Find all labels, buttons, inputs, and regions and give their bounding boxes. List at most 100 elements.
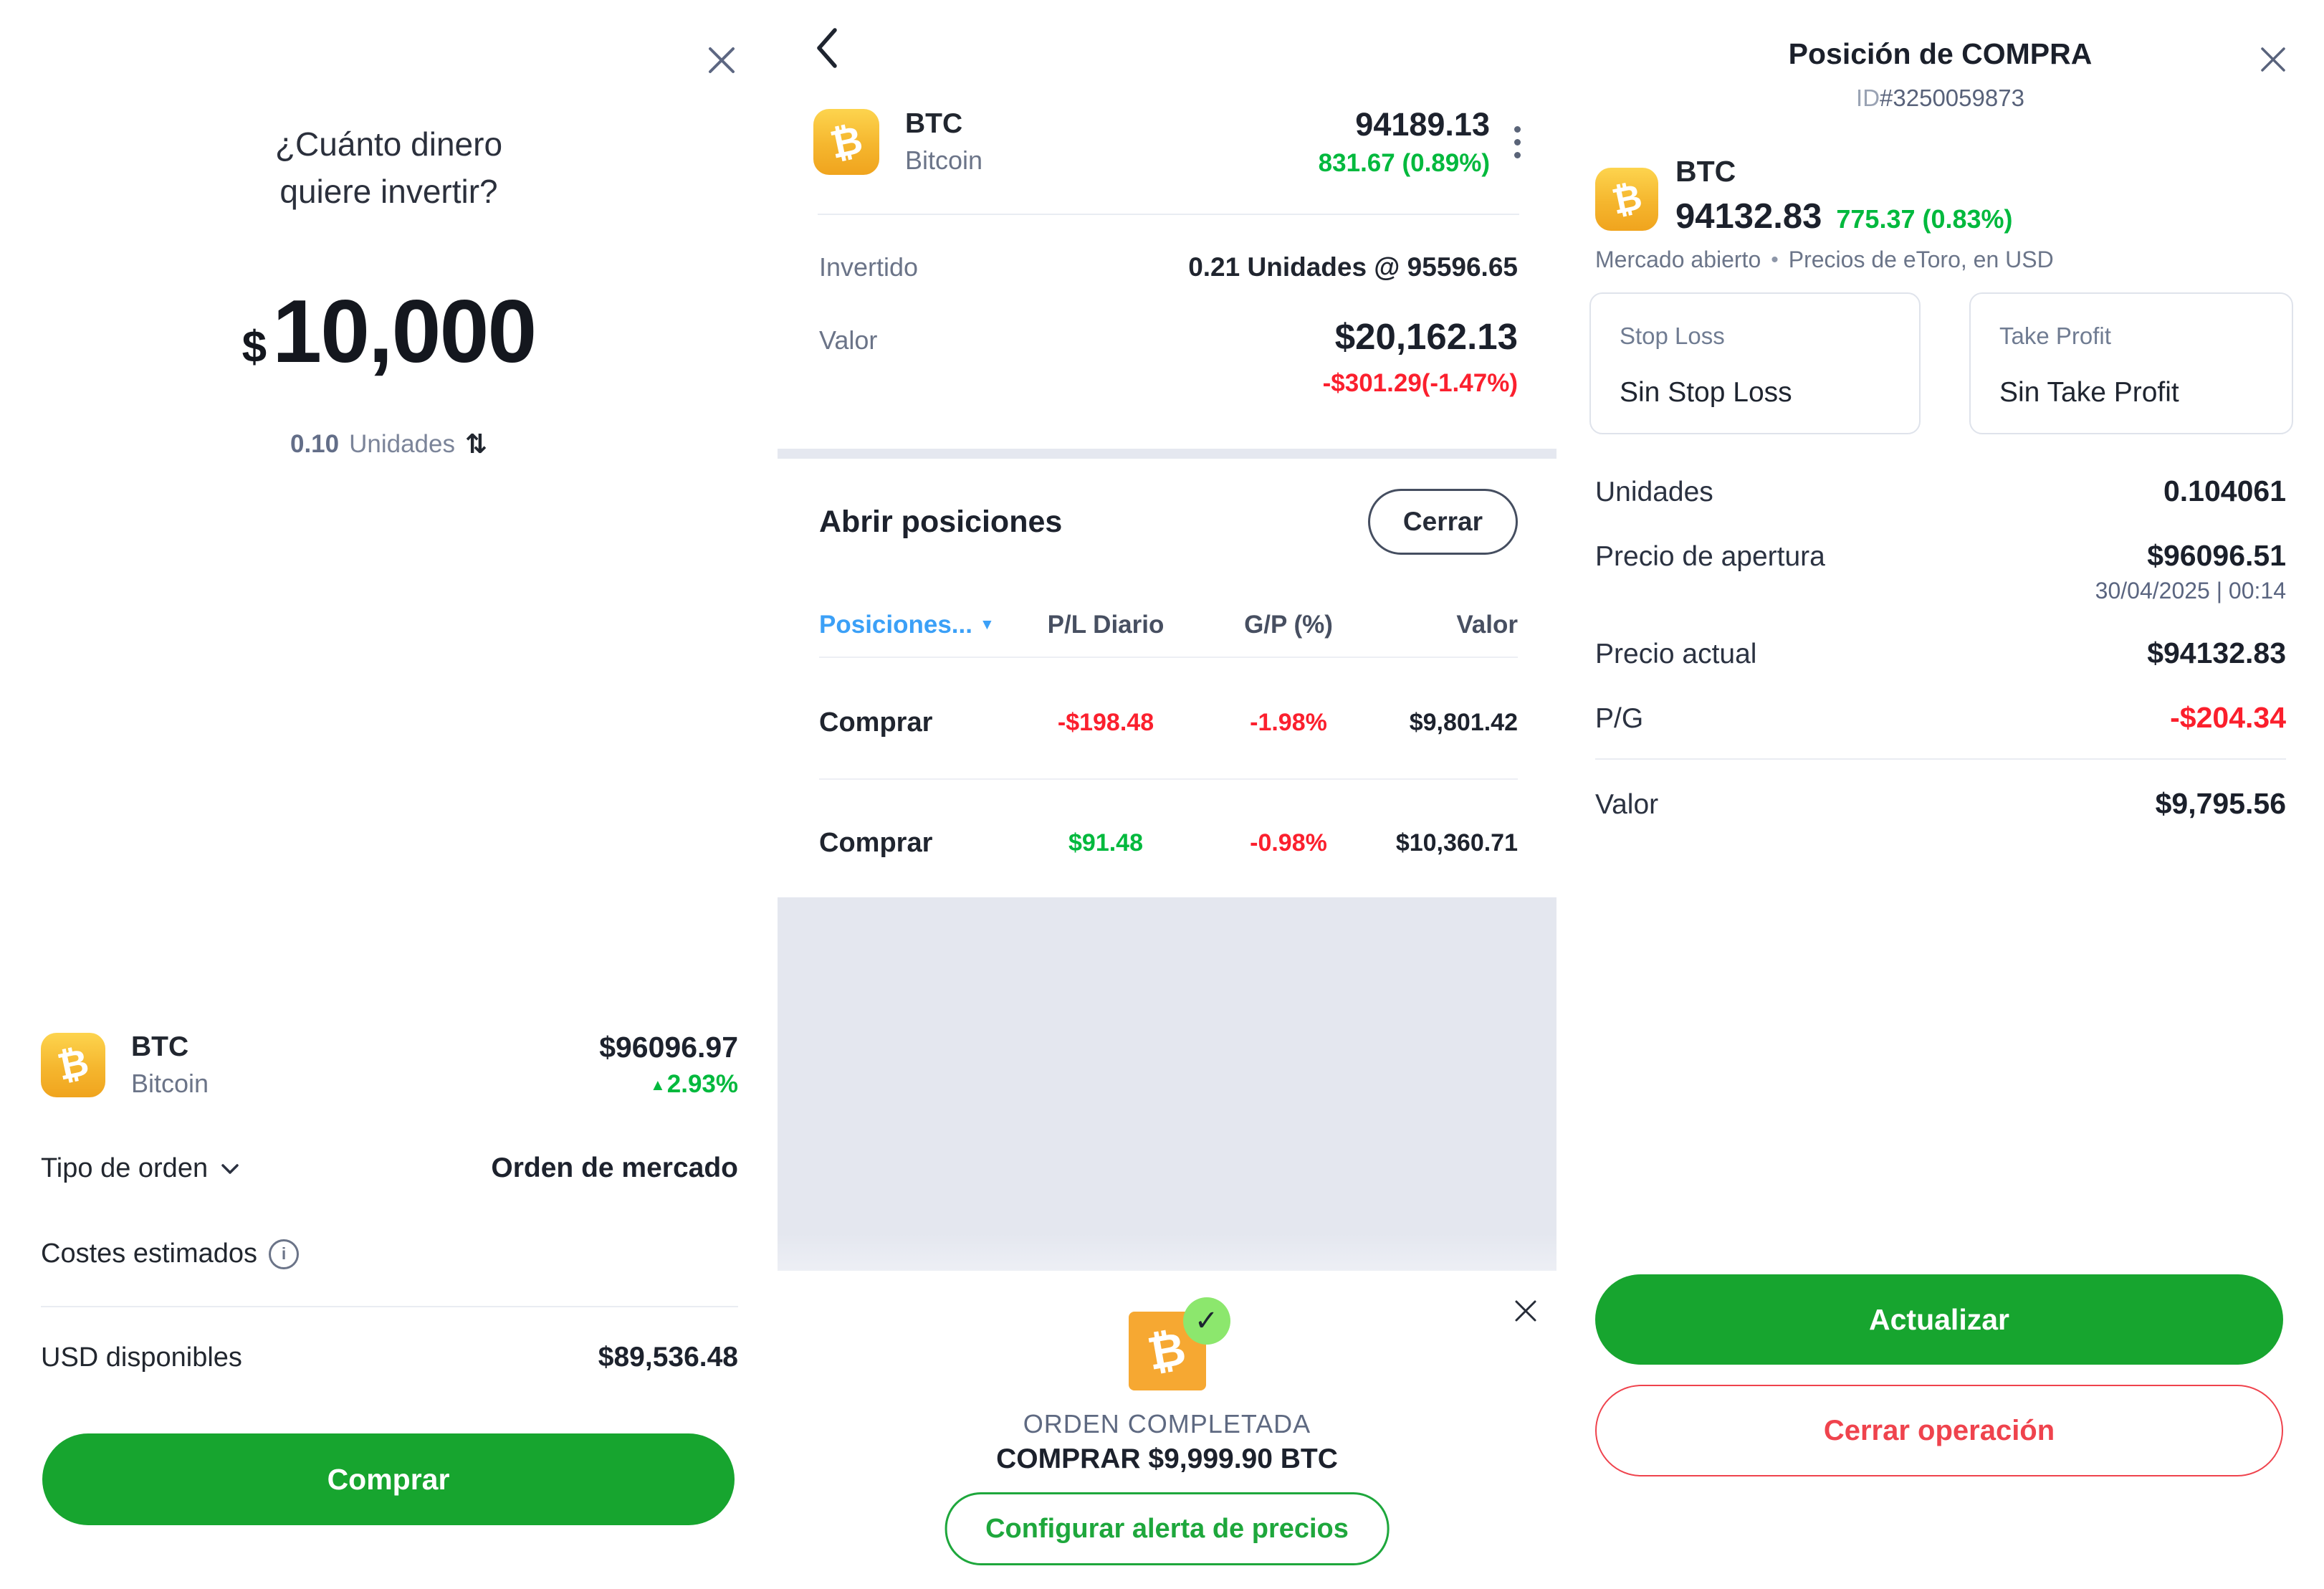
- btc-icon: ₿: [1595, 168, 1658, 231]
- close-icon[interactable]: [2258, 44, 2288, 78]
- asset-price: 94189.13: [1355, 106, 1490, 143]
- value-label: Valor: [1595, 789, 1659, 820]
- update-button[interactable]: Actualizar: [1595, 1274, 2283, 1365]
- id-number: #3250059873: [1880, 85, 2024, 111]
- close-icon[interactable]: [1514, 1299, 1538, 1327]
- close-icon[interactable]: [706, 44, 737, 80]
- back-icon[interactable]: [813, 26, 839, 74]
- position-title: Posición de COMPRA: [1788, 37, 2093, 70]
- units-label: Unidades: [1595, 477, 1713, 507]
- units-value: 0.104061: [2163, 474, 2286, 507]
- info-icon[interactable]: i: [269, 1239, 300, 1269]
- stop-loss-box[interactable]: Stop Loss Sin Stop Loss: [1589, 292, 1921, 434]
- units-equivalent: 0.10 Unidades ⇅: [0, 429, 778, 459]
- asset-price: 94132.83: [1675, 197, 1822, 236]
- invest-question-title: ¿Cuánto dinero quiere invertir?: [274, 125, 503, 210]
- amount-value: 10,000: [272, 282, 537, 381]
- asset-summary-row: ₿ BTC Bitcoin $96096.97 ▲2.93%: [41, 1031, 738, 1099]
- bullet-icon: •: [1771, 247, 1779, 272]
- divider: [819, 657, 1518, 658]
- close-positions-button[interactable]: Cerrar: [1367, 489, 1518, 555]
- order-type-row[interactable]: Tipo de orden Orden de mercado: [41, 1153, 738, 1184]
- position-value: $9,801.42: [1409, 708, 1518, 736]
- asset-symbol: BTC: [1675, 155, 1736, 188]
- triangle-down-icon: ▼: [979, 616, 995, 633]
- current-price-row: Precio actual $94132.83: [1595, 636, 2286, 670]
- pl-daily-value: -$198.48: [1057, 708, 1154, 736]
- asset-symbol: BTC: [905, 108, 963, 139]
- units-value: 0.10: [290, 429, 340, 458]
- close-trade-button[interactable]: Cerrar operación: [1595, 1385, 2283, 1476]
- market-status: Mercado abierto: [1595, 247, 1761, 272]
- invested-row: Invertido 0.21 Unidades @ 95596.65: [819, 252, 1518, 282]
- order-detail-text: COMPRAR $9,999.90 BTC: [996, 1444, 1338, 1474]
- column-pl-daily: P/L Diario: [1047, 611, 1165, 639]
- position-id: ID#3250059873: [1556, 85, 2324, 112]
- value-change: -$301.29(-1.47%): [1322, 369, 1518, 397]
- units-row: Unidades 0.104061: [1595, 474, 2286, 508]
- asset-name: Bitcoin: [905, 145, 983, 175]
- units-label: Unidades: [349, 429, 455, 458]
- invested-label: Invertido: [819, 252, 919, 282]
- buy-button[interactable]: Comprar: [42, 1433, 735, 1525]
- order-completed-icon: ₿ ✓: [1128, 1297, 1230, 1390]
- order-type-label: Tipo de orden: [41, 1153, 209, 1183]
- swap-units-icon[interactable]: ⇅: [465, 429, 488, 459]
- value-label: Valor: [819, 325, 878, 355]
- asset-symbol: BTC: [131, 1031, 189, 1062]
- gp-pct-value: -0.98%: [1250, 829, 1327, 856]
- position-row[interactable]: Comprar -$198.48 -1.98% $9,801.42: [819, 707, 1518, 738]
- current-price-value: $94132.83: [2147, 636, 2286, 669]
- gp-pct-value: -1.98%: [1250, 708, 1327, 736]
- value-row: Valor $20,162.13 -$301.29(-1.47%): [819, 315, 1518, 398]
- profit-loss-row: P/G -$204.34: [1595, 701, 2286, 735]
- open-price-datetime: 30/04/2025 | 00:14: [2095, 578, 2286, 603]
- asset-price-row: 94132.83 775.37 (0.83%): [1675, 196, 2013, 237]
- asset-change: 831.67 (0.89%): [1318, 149, 1490, 177]
- price-source: Precios de eToro, en USD: [1788, 247, 2054, 272]
- chevron-down-icon: [219, 1153, 241, 1184]
- order-type-value: Orden de mercado: [491, 1153, 738, 1183]
- open-positions-title: Abrir posiciones: [819, 504, 1063, 539]
- btc-icon: ₿: [41, 1032, 105, 1097]
- order-status-text: ORDEN COMPLETADA: [1023, 1409, 1311, 1438]
- value-value: $9,795.56: [2155, 787, 2286, 820]
- open-price-label: Precio de apertura: [1595, 541, 1825, 572]
- pg-value: -$204.34: [2170, 701, 2286, 734]
- available-value: $89,536.48: [598, 1342, 738, 1373]
- column-value: Valor: [1456, 611, 1518, 639]
- take-profit-value: Sin Take Profit: [1999, 377, 2179, 408]
- available-balance-row: USD disponibles $89,536.48: [41, 1342, 738, 1373]
- costs-label: Costes estimados: [41, 1239, 258, 1269]
- invest-amount[interactable]: $ 10,000: [0, 281, 778, 383]
- asset-header-row: ₿ BTC Bitcoin 94189.13 831.67 (0.89%): [813, 106, 1521, 178]
- triangle-up-icon: ▲: [649, 1076, 666, 1094]
- open-price-value: $96096.51: [2147, 539, 2286, 572]
- currency-symbol: $: [242, 323, 267, 372]
- estimated-costs-row: Costes estimados i: [41, 1239, 738, 1269]
- stop-loss-label: Stop Loss: [1620, 323, 1725, 349]
- check-icon: ✓: [1182, 1297, 1230, 1345]
- value-row: Valor $9,795.56: [1595, 787, 2286, 821]
- asset-name: Bitcoin: [131, 1068, 209, 1098]
- market-status-line: Mercado abierto • Precios de eToro, en U…: [1595, 247, 2054, 273]
- position-row[interactable]: Comprar $91.48 -0.98% $10,360.71: [819, 827, 1518, 858]
- column-gp-pct: G/P (%): [1244, 611, 1333, 639]
- asset-price: $96096.97: [599, 1031, 738, 1064]
- btc-icon: ₿: [813, 109, 879, 175]
- current-price-label: Precio actual: [1595, 639, 1757, 669]
- divider: [41, 1306, 738, 1307]
- kebab-menu-icon[interactable]: [1514, 125, 1521, 158]
- divider: [819, 778, 1518, 780]
- positions-table-header: Posiciones... ▼ P/L Diario G/P (%) Valor: [819, 611, 1518, 639]
- open-positions-header: Abrir posiciones Cerrar: [819, 489, 1518, 555]
- take-profit-box[interactable]: Take Profit Sin Take Profit: [1969, 292, 2293, 434]
- available-label: USD disponibles: [41, 1342, 242, 1373]
- chart-placeholder: [778, 897, 1556, 1271]
- set-price-alert-button[interactable]: Configurar alerta de precios: [945, 1492, 1390, 1565]
- pg-label: P/G: [1595, 703, 1644, 734]
- stop-loss-value: Sin Stop Loss: [1620, 377, 1792, 408]
- positions-filter-dropdown[interactable]: Posiciones... ▼: [819, 611, 995, 639]
- divider: [818, 214, 1519, 215]
